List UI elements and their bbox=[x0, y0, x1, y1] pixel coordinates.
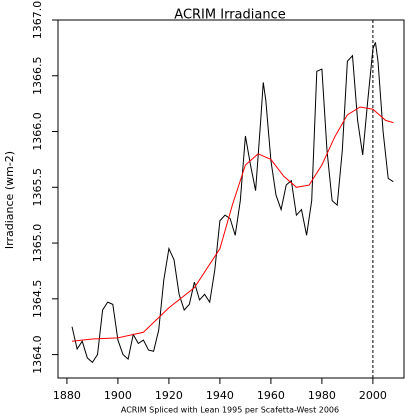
x-tick-label: 1920 bbox=[155, 389, 183, 402]
x-tick-label: 2000 bbox=[359, 389, 387, 402]
y-tick-label: 1367.0 bbox=[31, 1, 44, 40]
y-tick-label: 1365.0 bbox=[31, 224, 44, 263]
x-tick-label: 1940 bbox=[206, 389, 234, 402]
y-tick-label: 1366.0 bbox=[31, 112, 44, 151]
x-tick-label: 1880 bbox=[53, 389, 81, 402]
y-tick-label: 1365.5 bbox=[31, 168, 44, 207]
chart-title: ACRIM Irradiance bbox=[174, 8, 285, 23]
y-tick-label: 1364.5 bbox=[31, 280, 44, 319]
y-tick-label: 1364.0 bbox=[31, 335, 44, 374]
series-line bbox=[71, 106, 394, 342]
x-tick-label: 1960 bbox=[257, 389, 285, 402]
series-line bbox=[71, 42, 394, 364]
y-axis-label: Irradiance (wm-2) bbox=[3, 151, 16, 249]
x-tick-label: 1900 bbox=[104, 389, 132, 402]
x-tick-label: 1980 bbox=[308, 389, 336, 402]
plot-frame bbox=[57, 19, 405, 379]
y-tick-label: 1366.5 bbox=[31, 57, 44, 96]
x-axis-label: ACRIM Spliced with Lean 1995 per Scafett… bbox=[121, 406, 339, 415]
